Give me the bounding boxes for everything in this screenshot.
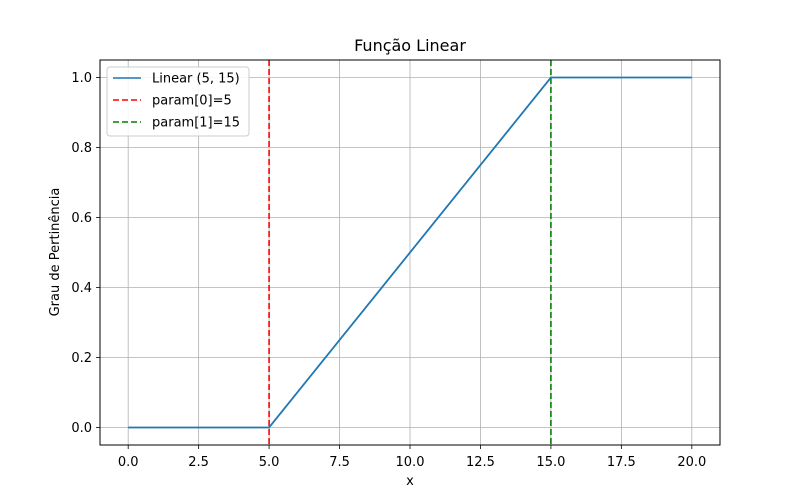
x-tick-label: 2.5 [188, 455, 209, 470]
x-tick-label: 7.5 [329, 455, 350, 470]
x-tick-label: 5.0 [259, 455, 280, 470]
y-axis-label: Grau de Pertinência [48, 188, 63, 317]
x-tick-label: 10.0 [396, 455, 425, 470]
chart-title: Função Linear [354, 36, 466, 55]
legend-label: param[0]=5 [152, 94, 232, 109]
legend: Linear (5, 15) param[0]=5 param[1]=15 [106, 66, 250, 137]
series-line-linear [128, 76, 692, 429]
plot-lines [128, 60, 692, 445]
legend-box [106, 66, 250, 137]
x-tick-label: 15.0 [536, 455, 565, 470]
x-axis-label: x [406, 474, 414, 489]
legend-label: Linear (5, 15) [152, 72, 240, 87]
ticks: 0.0 2.5 5.0 7.5 10.0 12.5 15.0 17.5 20.0 0.0 0.2 0.… [71, 71, 706, 470]
y-tick-label: 1.0 [71, 71, 92, 86]
x-tick-label: 0.0 [118, 455, 139, 470]
y-tick-label: 0.2 [71, 351, 92, 366]
y-tick-label: 0.0 [71, 421, 92, 436]
legend-label: param[1]=15 [152, 116, 240, 131]
x-tick-label: 20.0 [677, 455, 706, 470]
y-tick-label: 0.6 [71, 211, 92, 226]
x-tick-label: 17.5 [607, 455, 636, 470]
y-tick-label: 0.4 [71, 281, 92, 296]
y-tick-label: 0.8 [71, 141, 92, 156]
x-tick-label: 12.5 [466, 455, 495, 470]
